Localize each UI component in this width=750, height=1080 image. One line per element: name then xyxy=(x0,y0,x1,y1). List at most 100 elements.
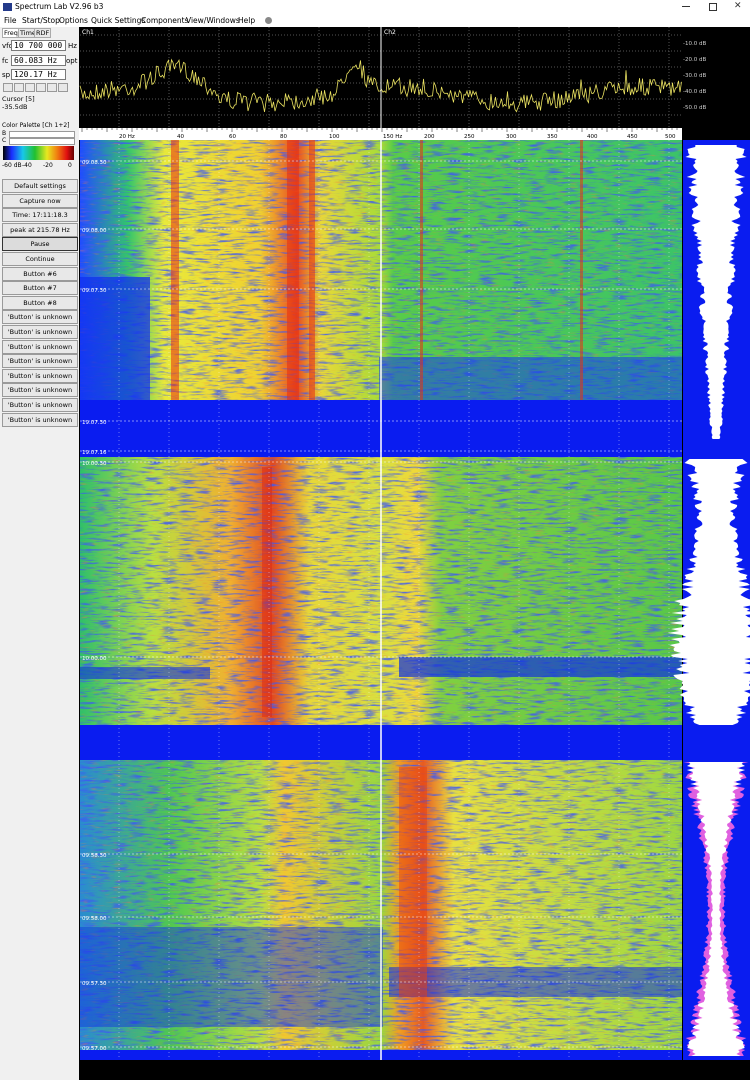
bottom-bar xyxy=(79,1060,750,1080)
signal-line xyxy=(171,140,179,400)
quiet-band xyxy=(399,657,682,677)
spectrum-display: Ch1 Ch2 -10.0 dB -20.0 dB -30.0 dB -40.0 dB -5… xyxy=(79,27,750,1080)
panel-button[interactable]: 'Button' is unknown xyxy=(2,398,78,412)
time-label: 09.08.00 xyxy=(82,228,107,234)
freq-label: 150 Hz xyxy=(383,134,402,140)
panel-button[interactable]: 'Button' is unknown xyxy=(2,339,78,354)
fc-label: fc xyxy=(2,57,9,65)
menu-item[interactable]: Start/Stop xyxy=(22,16,60,25)
time-label: 09.07.30 xyxy=(82,288,107,294)
freq-label: 300 xyxy=(506,134,517,140)
quiet-band xyxy=(80,277,150,402)
time-label: 10.00.00 xyxy=(82,656,107,662)
time-label: 09.58.00 xyxy=(82,916,107,922)
panel-button[interactable]: Button #6 xyxy=(2,266,78,281)
nav-button[interactable] xyxy=(58,83,68,92)
time-label: 09.57.00 xyxy=(82,1046,107,1052)
sp-label: sp xyxy=(2,71,11,79)
cursor-value: -35.5dB xyxy=(2,103,28,111)
nav-button[interactable] xyxy=(25,83,35,92)
control-panel: Freq Time RDF vfo 10 700 000 Hz fc 60.083 Hz opt… xyxy=(0,27,80,1080)
panel-button[interactable]: peak at 215.78 Hz xyxy=(2,222,78,237)
waveform xyxy=(668,459,750,725)
freq-label: 80 xyxy=(280,134,287,140)
sp-field[interactable]: 120.17 Hz xyxy=(11,69,66,80)
palette-title: Color Palette [Ch 1+2] xyxy=(2,122,70,129)
spectrum-graph: Ch1 Ch2 -10.0 dB -20.0 dB -30.0 dB -40.0 dB -5… xyxy=(79,27,706,140)
menu-item[interactable]: Help xyxy=(238,16,256,25)
menu-item[interactable]: File xyxy=(4,16,17,25)
nav-button[interactable] xyxy=(36,83,46,92)
freq-label: 100 xyxy=(329,134,340,140)
waveform xyxy=(685,145,747,439)
panel-button[interactable]: Time: 17:11:18.3 xyxy=(2,208,78,223)
db-label: -20.0 dB xyxy=(683,57,706,63)
panel-button[interactable]: 'Button' is unknown xyxy=(2,383,78,398)
signal-line xyxy=(399,767,427,997)
panel-button[interactable]: Continue xyxy=(2,252,78,266)
panel-button[interactable]: Button #7 xyxy=(2,281,78,296)
time-label: 19.07.16 xyxy=(82,450,107,456)
freq-label: 40 xyxy=(177,134,184,140)
db-label: -40.0 dB xyxy=(683,89,706,95)
menu-item[interactable]: View/Windows xyxy=(186,16,240,25)
waveform xyxy=(686,762,746,1056)
panel-button[interactable]: Pause xyxy=(2,237,78,252)
tab[interactable]: RDF xyxy=(34,28,52,38)
freq-label: 60 xyxy=(229,134,236,140)
color-bar xyxy=(3,146,74,160)
nav-button[interactable] xyxy=(14,83,24,92)
panel-button[interactable]: 'Button' is unknown xyxy=(2,354,78,369)
nav-button[interactable] xyxy=(3,83,13,92)
channel-label: Ch1 xyxy=(82,29,94,36)
time-label: 09.58.30 xyxy=(82,853,107,859)
freq-label: 350 xyxy=(547,134,558,140)
close-button[interactable]: ✕ xyxy=(734,1,742,11)
vfo-field[interactable]: 10 700 000 xyxy=(11,40,66,51)
panel-button[interactable]: 'Button' is unknown xyxy=(2,412,78,427)
cursor-label: Cursor [5] xyxy=(2,95,35,103)
maximize-button[interactable] xyxy=(709,3,717,11)
window-title: Spectrum Lab V2.96 b3 xyxy=(15,2,104,11)
menu-item[interactable]: Options xyxy=(59,16,88,25)
channel-label: Ch2 xyxy=(384,29,396,36)
signal-line xyxy=(580,140,583,400)
panel-button[interactable]: 'Button' is unknown xyxy=(2,325,78,339)
palette-scale-label: 0 xyxy=(68,162,72,169)
freq-label: 250 xyxy=(464,134,475,140)
b-slider[interactable] xyxy=(9,131,75,138)
panel-button[interactable]: 'Button' is unknown xyxy=(2,310,78,325)
freq-label: 200 xyxy=(424,134,435,140)
b-label: B xyxy=(2,130,7,137)
freq-axis xyxy=(79,128,682,140)
c-slider[interactable] xyxy=(9,138,75,145)
freq-label: 450 xyxy=(627,134,638,140)
waveform-strip xyxy=(668,140,750,1060)
menu-bar: File Start/Stop Options Quick Settings Compo… xyxy=(0,14,750,27)
status-dot xyxy=(265,17,272,24)
axis-labels: 09.08.30 09.08.00 09.07.30 19.07.30 19.07.16… xyxy=(80,160,682,1052)
nav-button[interactable] xyxy=(47,83,57,92)
quiet-band xyxy=(80,927,383,1027)
app-icon xyxy=(3,3,12,11)
menu-item[interactable]: Components xyxy=(141,16,189,25)
palette-scale-label: -40 xyxy=(22,162,32,169)
signal-line xyxy=(309,140,315,400)
panel-button[interactable]: 'Button' is unknown xyxy=(2,368,78,383)
time-label: 19.07.30 xyxy=(82,420,107,426)
quiet-band xyxy=(379,357,682,402)
db-label: -10.0 dB xyxy=(683,41,706,47)
c-label: C xyxy=(2,137,7,144)
signal-line xyxy=(287,140,299,400)
freq-label: 20 Hz xyxy=(119,134,135,140)
panel-button[interactable]: Capture now xyxy=(2,193,78,208)
signal-line xyxy=(420,140,423,400)
panel-button[interactable]: Button #8 xyxy=(2,295,78,310)
menu-item[interactable]: Quick Settings xyxy=(91,16,146,25)
signal-line xyxy=(262,467,272,717)
fc-opt: opt xyxy=(66,57,78,65)
fc-field[interactable]: 60.083 Hz xyxy=(11,55,66,66)
minimize-button[interactable] xyxy=(682,6,690,7)
panel-button[interactable]: Default settings xyxy=(2,179,78,193)
